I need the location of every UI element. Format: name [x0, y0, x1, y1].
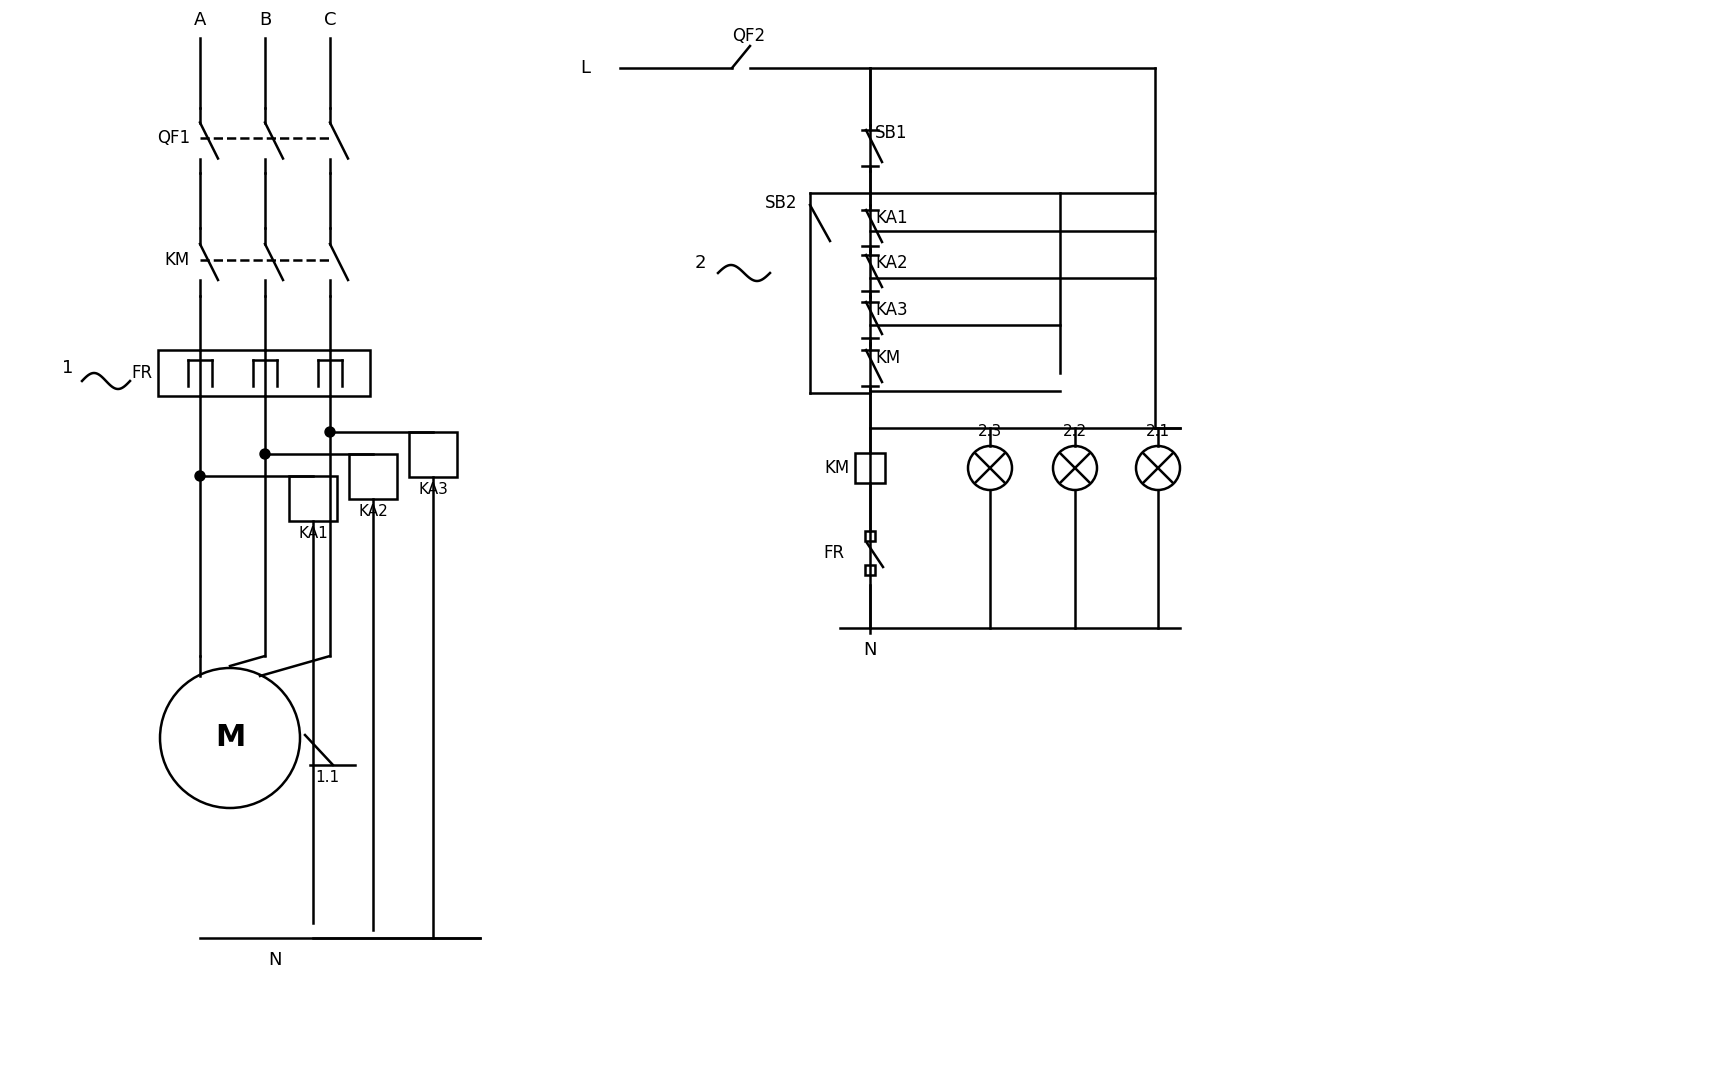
Text: N: N — [864, 641, 877, 659]
Text: KA2: KA2 — [876, 254, 908, 272]
Text: B: B — [259, 11, 271, 29]
Bar — [855, 453, 884, 483]
Text: KA1: KA1 — [876, 209, 908, 227]
Bar — [865, 531, 876, 541]
Text: N: N — [268, 951, 282, 969]
Text: 2.3: 2.3 — [977, 424, 1002, 440]
Circle shape — [325, 427, 335, 437]
Text: KM: KM — [164, 251, 190, 269]
Circle shape — [195, 471, 206, 481]
Bar — [409, 431, 458, 477]
Text: KA1: KA1 — [299, 525, 328, 540]
Text: FR: FR — [824, 544, 845, 562]
Text: KA3: KA3 — [876, 301, 908, 319]
Text: 2.2: 2.2 — [1062, 424, 1086, 440]
Text: 1.1: 1.1 — [314, 770, 338, 785]
Circle shape — [261, 449, 269, 459]
Bar — [157, 350, 370, 396]
Bar — [349, 454, 397, 499]
Text: KA3: KA3 — [418, 482, 447, 497]
Text: QF2: QF2 — [732, 27, 765, 45]
Text: 2.1: 2.1 — [1147, 424, 1171, 440]
Text: KA2: KA2 — [357, 503, 389, 518]
Text: SB1: SB1 — [876, 124, 907, 142]
Text: SB2: SB2 — [765, 194, 798, 213]
Text: FR: FR — [131, 364, 154, 382]
Text: A: A — [193, 11, 206, 29]
Text: KM: KM — [876, 349, 900, 367]
Text: QF1: QF1 — [157, 129, 190, 147]
Text: KM: KM — [826, 459, 850, 477]
Text: M: M — [214, 723, 245, 753]
Text: 1: 1 — [62, 359, 74, 377]
Text: C: C — [323, 11, 337, 29]
Bar — [865, 565, 876, 575]
Bar — [288, 476, 337, 521]
Text: 2: 2 — [694, 254, 706, 272]
Text: L: L — [580, 59, 591, 77]
